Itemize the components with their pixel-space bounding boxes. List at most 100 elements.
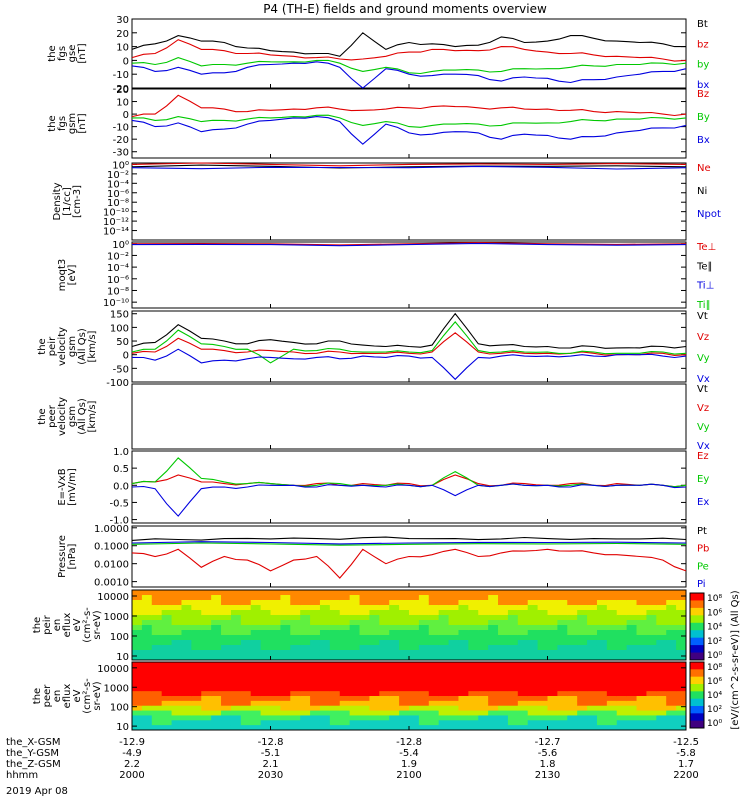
heatmap-cell	[151, 700, 163, 707]
heatmap-cell	[577, 635, 588, 641]
y-tick-label: 1000	[104, 683, 129, 694]
heatmap-cell	[280, 610, 291, 616]
heatmap-cell	[577, 666, 588, 673]
heatmap-cell	[389, 590, 400, 596]
heatmap-cell	[221, 705, 232, 712]
heatmap-cell	[507, 635, 519, 641]
heatmap-cell	[132, 671, 143, 678]
heatmap-cell	[359, 600, 370, 606]
heatmap-cell	[240, 720, 252, 726]
heatmap-cell	[171, 710, 182, 716]
heatmap-cell	[221, 615, 232, 621]
heatmap-cell	[280, 705, 291, 712]
heatmap-cell	[379, 691, 390, 697]
heatmap-cell	[438, 705, 450, 712]
heatmap-cell	[606, 671, 618, 678]
heatmap-cell	[389, 715, 400, 721]
heatmap-cell	[349, 705, 361, 712]
heatmap-cell	[468, 600, 479, 606]
y-tick-label: 10000	[97, 592, 129, 603]
heatmap-cell	[577, 696, 588, 702]
heatmap-cell	[666, 681, 677, 687]
heatmap-cell	[498, 650, 509, 656]
heatmap-cell	[151, 686, 163, 692]
heatmap-cell	[577, 655, 588, 661]
heatmap-cell	[329, 615, 341, 621]
heatmap-cell	[577, 645, 588, 651]
heatmap-cell	[201, 715, 212, 721]
heatmap-cell	[498, 715, 509, 721]
heatmap-cell	[646, 655, 657, 661]
x-row-value: 2.2	[124, 759, 140, 770]
heatmap-cell	[161, 610, 173, 616]
heatmap-cell	[676, 666, 687, 673]
heatmap-cell	[676, 595, 687, 601]
heatmap-cell	[250, 610, 262, 616]
heatmap-cell	[616, 686, 628, 692]
heatmap-cell	[458, 635, 469, 641]
heatmap-cell	[379, 686, 390, 692]
y-axis-label-line: [km/s]	[87, 400, 98, 432]
heatmap-cell	[379, 705, 390, 712]
heatmap-cell	[488, 655, 499, 661]
heatmap-cell	[201, 705, 212, 712]
heatmap-cell	[587, 691, 598, 697]
heatmap-cell	[389, 666, 400, 673]
heatmap-cell	[468, 645, 479, 651]
colorbar-segment	[690, 593, 704, 601]
heatmap-cell	[310, 705, 321, 712]
heatmap-cell	[537, 600, 548, 606]
heatmap-cell	[488, 610, 499, 616]
heatmap-cell	[666, 625, 677, 631]
heatmap-cell	[359, 610, 370, 616]
heatmap-cell	[577, 610, 588, 616]
heatmap-cell	[270, 700, 281, 707]
heatmap-cell	[379, 640, 390, 646]
heatmap-cell	[171, 630, 182, 636]
heatmap-cell	[616, 610, 628, 616]
heatmap-cell	[339, 696, 351, 702]
heatmap-cell	[478, 640, 489, 646]
y-axis-label-line: [mV/m]	[67, 468, 78, 506]
heatmap-cell	[517, 662, 529, 668]
heatmap-cell	[676, 655, 687, 661]
y-tick-label: 10⁻⁶	[107, 189, 129, 200]
heatmap-cell	[319, 615, 331, 621]
heatmap-cell	[557, 715, 568, 721]
heatmap-cell	[290, 615, 301, 621]
heatmap-cell	[458, 710, 469, 716]
heatmap-cell	[161, 691, 173, 697]
heatmap-cell	[626, 705, 638, 712]
heatmap-cell	[438, 700, 450, 707]
heatmap-cell	[399, 696, 410, 702]
heatmap-cell	[626, 715, 638, 721]
heatmap-cell	[478, 590, 489, 596]
heatmap-cell	[498, 635, 509, 641]
heatmap-cell	[181, 595, 192, 601]
heatmap-cell	[428, 605, 440, 611]
panel-frame	[131, 241, 687, 309]
heatmap-cell	[211, 620, 222, 626]
heatmap-cell	[488, 671, 499, 678]
heatmap-cell	[656, 620, 667, 626]
heatmap-cell	[646, 662, 657, 668]
heatmap-cell	[537, 615, 548, 621]
heatmap-cell	[339, 681, 351, 687]
heatmap-cell	[468, 640, 479, 646]
heatmap-cell	[349, 666, 361, 673]
heatmap-cell	[369, 590, 380, 596]
heatmap-cell	[339, 610, 351, 616]
heatmap-cell	[527, 710, 539, 716]
heatmap-cell	[458, 620, 469, 626]
heatmap-cell	[359, 615, 370, 621]
heatmap-cell	[300, 625, 311, 631]
legend-entry: bz	[697, 39, 709, 50]
heatmap-cell	[577, 630, 588, 636]
heatmap-cell	[527, 691, 539, 697]
heatmap-cell	[587, 625, 598, 631]
series-line	[131, 32, 686, 57]
heatmap-cell	[596, 630, 608, 636]
heatmap-cell	[329, 715, 341, 721]
heatmap-cell	[498, 605, 509, 611]
